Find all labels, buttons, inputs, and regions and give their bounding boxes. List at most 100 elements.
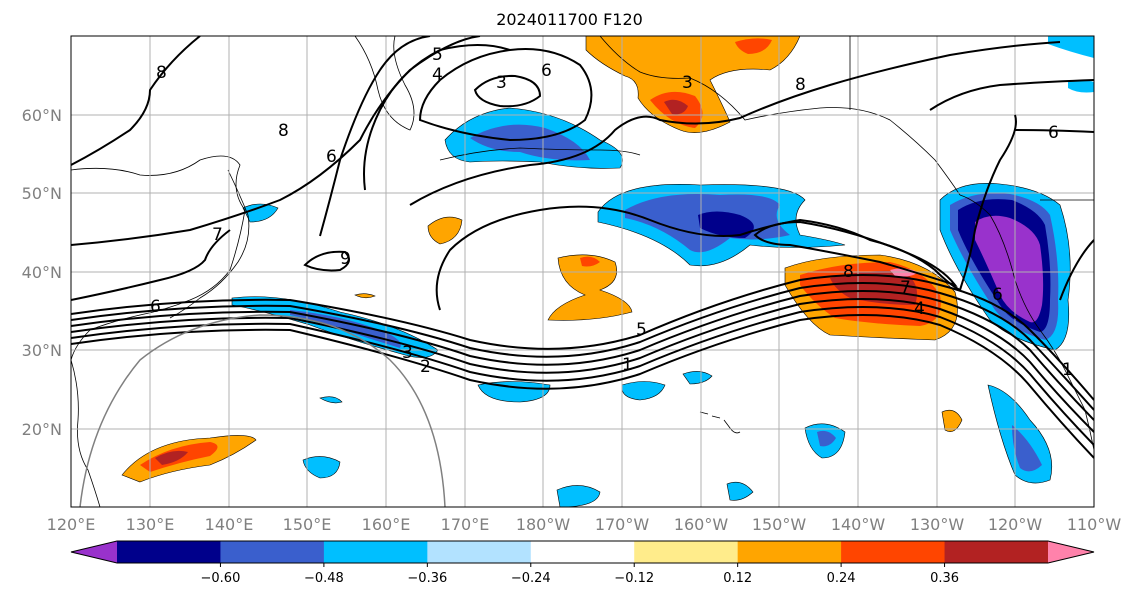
- contour-low-inner: [473, 74, 542, 108]
- colorbar-segment: [427, 541, 532, 563]
- contour-ridge: [409, 41, 1061, 206]
- negative-anomaly-patch-3: [682, 371, 713, 385]
- colorbar-extend-low: [71, 541, 117, 563]
- contour-label: 8: [278, 121, 289, 141]
- jet-contour-4: [71, 298, 1094, 433]
- colorbar-tick-label: 0.36: [930, 571, 959, 586]
- contour-northeast: [929, 79, 1094, 111]
- contour-label: 1: [622, 355, 633, 375]
- lon-label-170W: 170°W: [595, 515, 650, 534]
- colorbar-tick-label: −0.24: [511, 571, 551, 586]
- island-hawaii: [699, 411, 741, 434]
- contour-upper-4: [363, 44, 511, 191]
- positive-anomaly-small-3: [941, 409, 963, 432]
- contour-lines: [71, 36, 1094, 459]
- colorbar-tick-label: 0.12: [723, 571, 752, 586]
- contour-label: 8: [843, 262, 854, 282]
- positive-anomaly-center-core: [580, 256, 600, 267]
- contour-low-west: [1059, 239, 1094, 301]
- contour-label: 3: [402, 343, 413, 363]
- jet-contour-6: [71, 314, 1094, 459]
- jet-contour-1: [71, 274, 1094, 401]
- contour-label: 5: [432, 45, 443, 65]
- lon-label-140E: 140°E: [205, 515, 254, 534]
- contour-label: 4: [914, 299, 925, 319]
- negative-anomaly-patch-8: [556, 485, 601, 507]
- contour-label: 5: [636, 320, 647, 340]
- contour-upper-2: [71, 229, 231, 301]
- contour-low-center: [418, 48, 593, 142]
- colorbar-tick-label: −0.36: [407, 571, 447, 586]
- negative-anomaly-patch-6: [302, 456, 341, 479]
- colorbar-tick-label: 0.24: [827, 571, 856, 586]
- colorbar-tick-label: −0.12: [614, 571, 654, 586]
- positive-anomaly-northeast-pacific-dark: [830, 270, 918, 305]
- jet-contour-2: [71, 282, 1094, 411]
- lat-label-40N: 40°N: [22, 263, 62, 282]
- colorbar-segment: [944, 541, 1049, 563]
- negative-anomaly-patch-12: [1068, 80, 1094, 93]
- gridlines: [71, 36, 1094, 507]
- contour-label: 9: [340, 249, 351, 269]
- colorbar-segment: [530, 541, 635, 563]
- longitude-labels: 120°E 130°E 140°E 150°E 160°E 170°E 180°…: [47, 515, 1122, 534]
- contour-labels: 8 8 8 7 6 6 6 5 4 3 3 9 8 7 4 6 1 2 3 5 …: [150, 45, 1073, 380]
- coastlines: [71, 36, 1094, 507]
- positive-anomaly-alaska-red2: [735, 38, 772, 54]
- jet-contour-3: [71, 290, 1094, 421]
- coast-china: [71, 359, 101, 507]
- positive-anomaly-philippine-sea-core: [155, 450, 188, 465]
- negative-anomaly-patch-11: [1048, 36, 1094, 58]
- coast-asia-east: [71, 155, 246, 361]
- contour-label: 8: [795, 75, 806, 95]
- contour-label: 3: [682, 73, 693, 93]
- contour-east-edge: [959, 114, 1017, 291]
- contour-east-6: [1014, 129, 1094, 133]
- colorbar-tick-label: −0.48: [304, 571, 344, 586]
- colorbar-segment: [634, 541, 739, 563]
- contour-label: 1: [1062, 360, 1073, 380]
- contour-east-closed: [753, 220, 958, 287]
- negative-anomaly-patch-10-core: [1012, 425, 1042, 472]
- negative-anomaly-bering-core: [470, 124, 590, 161]
- gray-contour: [79, 314, 446, 507]
- colorbar: [70, 540, 1095, 564]
- coast-japan: [169, 169, 250, 319]
- contour-label: 6: [992, 285, 1003, 305]
- jet-contour-5: [71, 306, 1094, 446]
- contour-northwest: [71, 36, 201, 166]
- positive-anomaly-alaska-core: [664, 99, 688, 115]
- lon-label-180W: 180°W: [516, 515, 571, 534]
- colorbar-outline: [70, 540, 1095, 564]
- lon-label-120E: 120°E: [47, 515, 96, 534]
- contour-label: 6: [150, 297, 161, 317]
- map-plot-area: 8 8 8 7 6 6 6 5 4 3 3 9 8 7 4 6 1 2 3 5 …: [71, 36, 1094, 507]
- colorbar-segment: [841, 541, 946, 563]
- lon-label-130E: 130°E: [126, 515, 175, 534]
- contour-label: 8: [156, 63, 167, 83]
- colorbar-segment: [220, 541, 325, 563]
- negative-anomaly-patch-1: [477, 381, 551, 403]
- lon-label-160W: 160°W: [674, 515, 729, 534]
- lon-label-130W: 130°W: [910, 515, 965, 534]
- map-title: 2024011700 F120: [496, 10, 643, 29]
- lat-label-60N: 60°N: [22, 106, 62, 125]
- coast-kamchatka: [354, 36, 415, 131]
- negative-anomaly-patch-9: [242, 203, 279, 223]
- contour-upper-3: [319, 36, 431, 237]
- contour-label: 7: [212, 225, 223, 245]
- positive-anomaly-small-1: [427, 216, 463, 245]
- lon-label-140W: 140°W: [831, 515, 886, 534]
- latitude-labels: 20°N 30°N 40°N 50°N 60°N: [22, 106, 62, 439]
- contour-small-9: [303, 250, 350, 272]
- contour-upper-1: [71, 36, 481, 246]
- negative-anomaly-patch-7: [726, 481, 754, 501]
- contour-label: 4: [432, 65, 443, 85]
- negative-anomaly-central-core: [698, 211, 754, 238]
- lon-label-120W: 120°W: [988, 515, 1043, 534]
- negative-anomaly-westcoast-core: [975, 215, 1044, 323]
- contour-label: 6: [326, 147, 337, 167]
- colorbar-segment: [737, 541, 842, 563]
- colorbar-extend-high: [1048, 541, 1094, 563]
